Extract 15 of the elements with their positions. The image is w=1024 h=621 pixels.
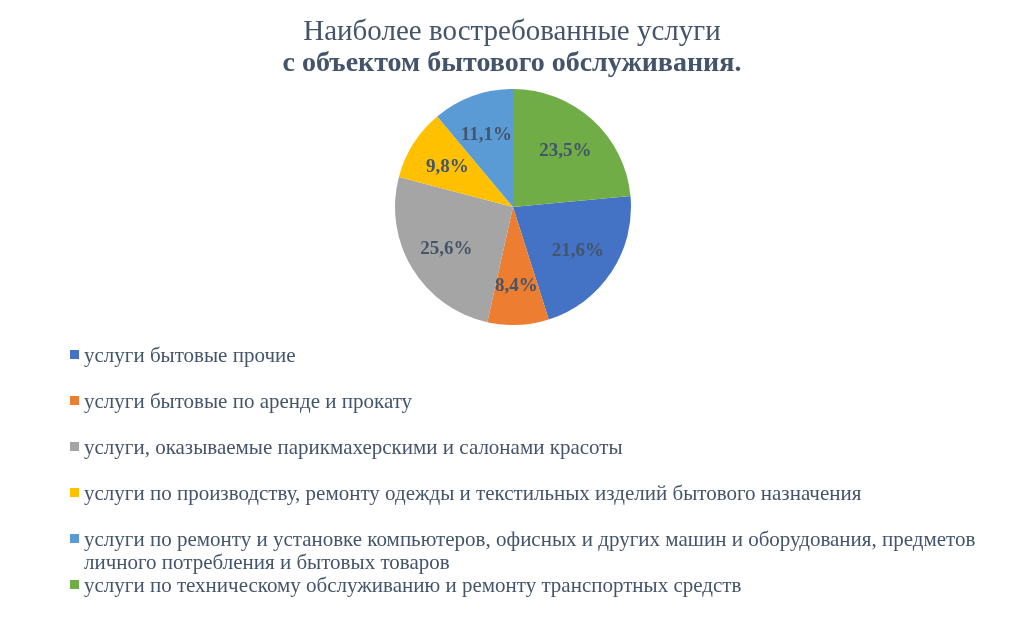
legend-label: услуги, оказываемые парикмахерскими и салонами красоты [84,435,623,459]
pie-slice [398,116,513,207]
data-label: 9,8% [425,154,469,176]
data-label: 21,6% [551,239,605,261]
data-label: 8,4% [495,274,538,296]
legend-label: услуги бытовые по аренде и прокату [84,389,413,413]
data-label: 11,1% [460,123,512,145]
legend-label: услуги по производству, ремонту одежды и текстильных изделий бытового назначения [84,481,862,505]
pie-slice [513,89,631,207]
chart-title: Наиболее востребованные услуги с объектом бытового обслуживания. [282,14,742,77]
legend-label: услуги бытовые прочие [84,343,296,367]
data-label: 23,5% [539,138,592,160]
pie-slice [487,207,549,325]
data-label: 25,6% [420,236,473,258]
legend-label: услуги по техническому обслуживанию и ремонту транспортных средств [84,573,742,597]
